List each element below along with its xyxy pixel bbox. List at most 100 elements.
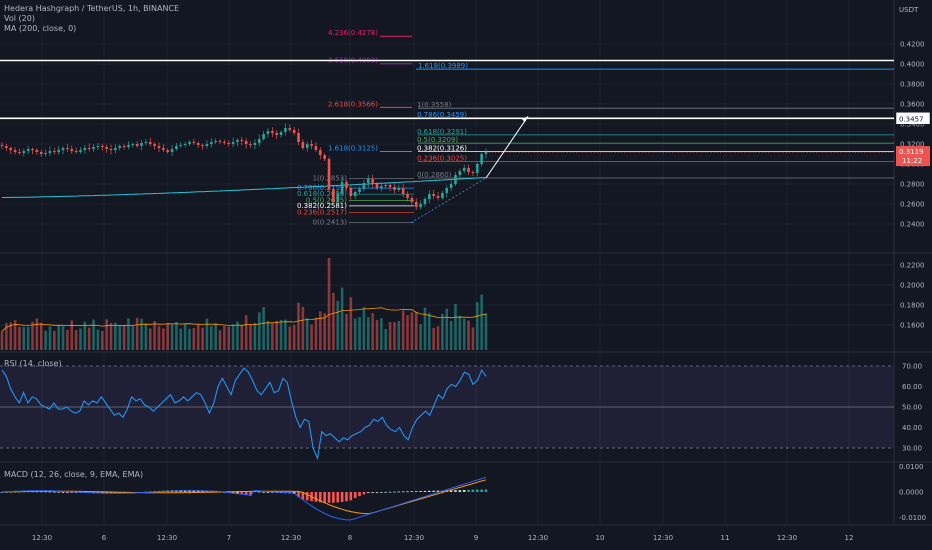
candle-body [454,175,457,184]
candle-body [166,150,169,152]
candle-body [467,168,470,172]
time-axis-tick-3: 7 [227,534,231,542]
main-legend: Hedera Hashgraph / TetherUS, 1h, BINANCE… [4,4,179,34]
macd-histogram-bar [410,491,414,493]
volume-bar [406,315,409,350]
macd-histogram-bar [327,492,331,503]
macd-histogram-bar [236,492,239,495]
volume-bar [380,318,383,350]
price-axis-tick-11: 0.2000 [900,282,925,290]
volume-bar [436,326,440,350]
volume-bar [140,318,143,350]
time-axis[interactable]: 12:30 6 12:30 7 12:30 8 12:30 9 12:30 10 12:30 11 12… [32,534,854,542]
macd-histogram-bar [406,491,409,493]
volume-bar [210,325,213,350]
macd-histogram-bar [362,492,366,495]
macd-line [1,476,487,521]
price-axis-currency[interactable]: USDT [899,6,919,14]
fib-retracement-lower-label-2: 0.618(0.2698) [297,190,347,198]
volume-bar [183,323,187,350]
candle-body [170,149,174,152]
fib-retracement-lower-label-4: 0.382(0.2581) [297,202,347,210]
fibonacci-layer: 4.236(0.4278)3.618(0.4003)2.618(0.3566)1… [297,29,894,227]
candle-body [388,185,392,187]
candle-body [48,151,52,153]
volume-bar [205,318,209,350]
ma-200-line [2,177,487,198]
fib-retracement-upper-label-0: 1(0.3558) [417,101,452,109]
volume-bar [353,318,357,350]
rsi-indicator-label[interactable]: RSI (14, close) [4,359,62,368]
volume-bar [432,327,435,350]
candle-body [244,141,248,144]
ma-indicator-label[interactable]: MA (200, close, 0) [4,24,77,33]
time-axis-tick-0: 12:30 [32,534,52,542]
volume-bar [292,324,296,350]
volume-bar [480,294,483,350]
volume-bar [305,318,309,350]
time-axis-tick-9: 10 [596,534,605,542]
fib-extension-label-4: 1.618(0.3989) [418,62,468,70]
volume-bar [48,326,52,350]
volume-bar [100,331,104,350]
fib-retracement-lower-label-6: 0(0.2413) [313,219,348,227]
volume-bar [44,330,47,350]
fib-retracement-upper-label-1: 0.786(0.3459) [417,111,467,119]
price-axis-tick-9: 0.2400 [900,221,925,229]
symbol-title[interactable]: Hedera Hashgraph / TetherUS, 1h, BINANCE [4,4,180,13]
macd-histogram-bar [423,490,427,492]
candle-body [349,188,353,196]
fib-extension-label-0: 4.236(0.4278) [328,29,378,37]
candle-body [96,146,100,147]
macd-histogram-bar [305,492,309,501]
volume-bar [449,320,453,350]
volume-indicator-label[interactable]: Vol (20) [4,14,35,23]
volume-bar [13,320,17,350]
candle-body [227,143,231,144]
rsi-line [1,367,487,461]
candle-body [310,144,313,146]
volume-bar [188,328,191,350]
volume-bar [18,327,21,350]
candle-body [380,186,383,188]
volume-bar [249,324,252,350]
time-axis-tick-2: 12:30 [157,534,177,542]
macd-histogram-bar [428,490,431,492]
volume-bar [214,322,217,350]
volume-bar [122,324,126,350]
candle-body [22,151,26,153]
candle-body [410,198,414,202]
candles-layer [0,123,488,211]
macd-histogram-bar [471,489,475,492]
candle-body [218,141,222,142]
macd-indicator-label[interactable]: MACD (12, 26, close, 9, EMA, EMA) [4,470,144,479]
candle-body [340,182,344,194]
macd-histogram-bar [353,492,357,499]
candle-body [105,147,108,149]
volume-bar [96,329,100,350]
volume-bar [170,323,174,350]
candle-body [148,142,152,144]
volume-bar [236,321,239,350]
candle-body [423,199,427,204]
price-axis-tick-13: 0.1600 [900,322,925,330]
candle-countdown-text: 11:22 [902,157,922,165]
volume-bar [419,324,422,350]
candle-body [301,142,305,148]
price-axis-tick-0: 0.4200 [900,41,925,49]
rsi-axis-tick-0: 70.00 [902,363,922,371]
candle-body [140,143,143,146]
price-axis-tick-5: 0.3200 [900,141,925,149]
macd-histogram-bar [393,491,396,493]
price-axis[interactable]: USDT0.42000.40000.38000.36000.34000.3200… [486,6,931,522]
macd-histogram-bar [244,492,248,496]
volume-bar [462,318,466,350]
volume-bar [388,322,392,350]
volume-bar [118,324,122,350]
volume-bar [279,320,283,350]
fib-retracement-lower-label-1: 0.786(0.2759) [297,184,347,192]
macd-histogram-bar [70,492,74,493]
volume-bar [166,322,169,350]
macd-histogram-bar [432,490,435,492]
